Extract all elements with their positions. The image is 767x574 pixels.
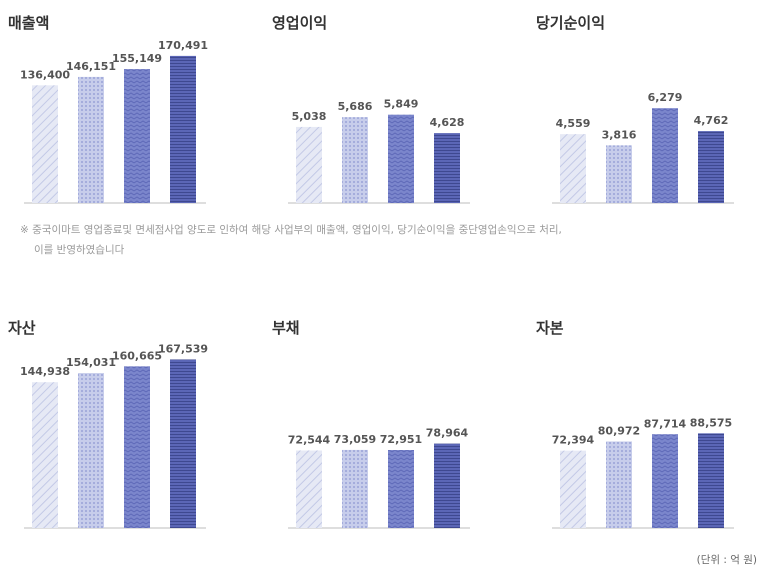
bar-4 <box>698 131 724 203</box>
bar-1 <box>32 382 58 528</box>
data-label: 3,816 <box>602 128 637 141</box>
bar-3 <box>388 114 414 203</box>
chart-panel-net-income: 당기순이익 4,559 3,816 6,279 4,762 <box>536 12 736 207</box>
data-label: 87,714 <box>644 417 687 430</box>
bar-chart: 4,559 3,816 6,279 4,762 <box>552 91 734 204</box>
data-label: 4,628 <box>430 116 465 129</box>
data-label: 72,544 <box>288 433 331 446</box>
bar-2 <box>78 373 104 528</box>
data-label: 160,665 <box>112 349 162 362</box>
bar-3 <box>124 366 150 528</box>
data-label: 6,279 <box>648 91 683 104</box>
unit-label: (단위 : 억 원) <box>696 554 757 566</box>
data-label: 80,972 <box>598 424 640 437</box>
bar-4 <box>434 133 460 203</box>
footnote-line2: 이를 반영하였습니다 <box>34 244 125 256</box>
bar-1 <box>296 126 322 203</box>
data-label: 5,849 <box>384 98 419 111</box>
bar-1 <box>560 450 586 528</box>
bar-3 <box>652 434 678 528</box>
chart-title: 당기순이익 <box>536 14 606 32</box>
bar-4 <box>170 359 196 528</box>
chart-title: 매출액 <box>8 14 50 32</box>
data-label: 4,762 <box>694 114 729 127</box>
bar-2 <box>606 145 632 203</box>
data-label: 154,031 <box>66 356 116 369</box>
data-label: 167,539 <box>158 342 208 355</box>
footnote-line1: ※ 중국이마트 영업종료및 면세점사업 양도로 인하여 해당 사업부의 매출액,… <box>20 224 562 236</box>
bar-3 <box>652 108 678 203</box>
data-label: 5,686 <box>338 100 373 113</box>
data-label: 170,491 <box>158 39 208 52</box>
data-label: 136,400 <box>20 68 70 81</box>
chart-title: 자산 <box>8 319 36 337</box>
chart-title: 자본 <box>536 319 564 337</box>
chart-panel-equity: 자본 72,394 80,972 87,714 88,575 <box>536 317 736 532</box>
chart-panel-operating-profit: 영업이익 5,038 5,686 5,849 4,628 <box>272 12 472 207</box>
bar-chart: 72,544 73,059 72,951 78,964 <box>288 427 470 529</box>
chart-title: 부채 <box>272 319 300 337</box>
bar-2 <box>342 449 368 528</box>
bar-4 <box>698 433 724 528</box>
bar-2 <box>78 76 104 203</box>
data-label: 5,038 <box>292 110 327 123</box>
data-label: 155,149 <box>112 52 162 65</box>
chart-panel-liabilities: 부채 72,544 73,059 72,951 78,964 <box>272 317 472 532</box>
bar-3 <box>388 450 414 528</box>
footnote: ※ 중국이마트 영업종료및 면세점사업 양도로 인하여 해당 사업부의 매출액,… <box>20 220 562 260</box>
chart-title: 영업이익 <box>272 14 328 32</box>
chart-panel-sales: 매출액 136,400 146,151 155,149 170,491 <box>8 12 208 207</box>
bar-1 <box>560 134 586 203</box>
data-label: 72,951 <box>380 433 422 446</box>
data-label: 4,559 <box>556 117 591 130</box>
data-label: 144,938 <box>20 365 70 378</box>
bar-3 <box>124 69 150 204</box>
data-label: 73,059 <box>334 433 376 446</box>
bar-4 <box>170 55 196 203</box>
bar-4 <box>434 443 460 528</box>
bar-2 <box>606 441 632 528</box>
chart-panel-assets: 자산 144,938 154,031 160,665 167,539 <box>8 317 208 532</box>
bar-1 <box>296 450 322 528</box>
data-label: 78,964 <box>426 427 469 440</box>
data-label: 146,151 <box>66 60 116 73</box>
bar-2 <box>342 117 368 203</box>
bar-1 <box>32 85 58 203</box>
data-label: 88,575 <box>690 416 732 429</box>
data-label: 72,394 <box>552 434 595 447</box>
bar-chart: 5,038 5,686 5,849 4,628 <box>288 98 470 204</box>
